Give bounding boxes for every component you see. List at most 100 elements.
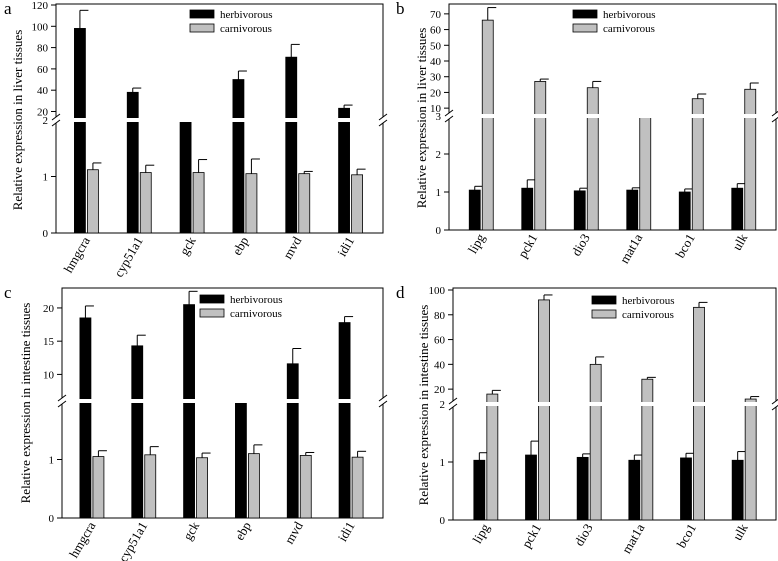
bar-carnivorous-mat1a: [641, 378, 654, 521]
x-category-label: mat1a: [616, 231, 645, 266]
axis-break-gap: [450, 114, 775, 118]
axis-break-cover-right: [770, 401, 778, 407]
legend-label-carnivorous: carnivorous: [622, 309, 674, 321]
axis-break-cover-right: [377, 117, 389, 123]
axis-break-mark: [771, 398, 778, 405]
axis-break-mark: [378, 394, 388, 402]
y-tick-label: 1: [440, 457, 446, 469]
legend-swatch-herbivorous: [591, 295, 617, 305]
bar-carnivorous-pck1: [534, 81, 547, 231]
bar-carnivorous-ebp: [248, 453, 260, 519]
x-category-label: mvd: [280, 234, 305, 262]
axis-break-mark: [57, 400, 67, 408]
bar-herbivorous-mvd: [285, 56, 298, 234]
legend-swatch-herbivorous: [189, 9, 215, 19]
axis-break-mark: [51, 113, 61, 121]
axis-break-mark: [378, 113, 388, 121]
x-category-label: dio3: [571, 521, 596, 549]
axis-break-mark: [444, 115, 454, 123]
bar-carnivorous-bco1: [691, 98, 704, 231]
bar-carnivorous-hmgcra: [87, 169, 99, 234]
y-tick-label: 80: [434, 310, 446, 322]
x-category-label: idi1: [335, 519, 358, 544]
x-category-label: hmgcra: [61, 234, 94, 275]
axis-break-mark: [444, 109, 454, 117]
bar-carnivorous-hmgcra: [92, 456, 105, 519]
axis-break-mark: [448, 397, 458, 405]
bar-herbivorous-ebp: [232, 79, 245, 234]
bar-herbivorous-ulk: [731, 459, 744, 521]
x-category-label: cyp51a1: [111, 234, 146, 280]
bar-herbivorous-gck: [183, 304, 195, 519]
x-category-label: ulk: [729, 521, 751, 543]
bar-carnivorous-mvd: [299, 455, 312, 519]
axis-break-mark: [771, 116, 778, 123]
bar-carnivorous-cyp51a1: [144, 454, 157, 519]
axis-break-cover-left: [447, 401, 459, 407]
x-category-label: ulk: [729, 231, 751, 253]
axis-break-mark: [448, 403, 458, 411]
x-category-label: ebp: [232, 519, 254, 543]
axis-break-cover-left: [56, 398, 68, 404]
x-category-label: gck: [176, 234, 199, 258]
y-axis-label: Relative expression in intestine tissues: [416, 305, 431, 506]
y-tick-label: 40: [37, 85, 49, 97]
y-tick-label: 0: [440, 515, 446, 527]
y-tick-label: 2: [440, 399, 446, 411]
bar-carnivorous-cyp51a1: [139, 172, 152, 234]
axis-break-mark: [771, 404, 778, 411]
bar-carnivorous-dio3: [589, 363, 602, 521]
axis-break-gap: [454, 402, 775, 406]
bar-herbivorous-bco1: [678, 191, 691, 231]
bar-herbivorous-ulk: [731, 187, 744, 231]
bar-herbivorous-hmgcra: [79, 317, 92, 519]
bar-carnivorous-gck: [196, 457, 208, 519]
bar-herbivorous-pck1: [525, 454, 537, 521]
panel-c: c Relative expression in intestine tissue…: [4, 283, 389, 561]
axis-break-mark: [378, 119, 388, 127]
x-category-label: lipg: [469, 521, 492, 546]
axis-break-cover-right: [377, 398, 389, 404]
y-tick-label: 1: [436, 187, 442, 199]
bar-carnivorous-ulk: [744, 398, 757, 521]
x-category-label: pck1: [515, 231, 541, 260]
bar-carnivorous-idi1: [351, 456, 364, 519]
panel-label: c: [4, 283, 12, 302]
y-tick-label: 15: [43, 336, 55, 348]
bar-herbivorous-lipg: [468, 189, 481, 231]
y-tick-label: 50: [430, 40, 442, 52]
bar-herbivorous-gck: [179, 119, 192, 234]
bar-carnivorous-idi1: [351, 174, 363, 234]
panel-b: b Relative expression in liver tissues 0 1 2…: [396, 0, 778, 266]
x-category-label: gck: [180, 519, 203, 543]
bar-herbivorous-ebp: [235, 400, 247, 519]
x-category-label: ebp: [229, 234, 251, 258]
legend-label-herbivorous: herbivorous: [622, 295, 675, 307]
y-tick-label: 3: [436, 111, 442, 123]
x-category-label: mat1a: [619, 521, 648, 556]
axis-break-gap: [57, 118, 382, 122]
legend-label-carnivorous: carnivorous: [603, 23, 655, 35]
bar-carnivorous-mat1a: [639, 115, 652, 231]
y-tick-label: 40: [430, 56, 442, 68]
axis-break-cover-left: [50, 117, 62, 123]
y-tick-label: 20: [434, 384, 446, 396]
legend-label-herbivorous: herbivorous: [603, 9, 656, 21]
y-axis-label: Relative expression in liver tissues: [414, 28, 429, 209]
axis-break-cover-left: [443, 113, 455, 119]
legend-label-herbivorous: herbivorous: [230, 294, 283, 306]
bar-carnivorous-gck: [192, 172, 205, 234]
legend-swatch-herbivorous: [199, 294, 225, 304]
y-axis-label: Relative expression in intestine tissues: [18, 303, 33, 504]
bar-carnivorous-ulk: [744, 88, 757, 231]
bar-herbivorous-dio3: [576, 456, 589, 521]
legend-swatch-carnivorous: [591, 309, 617, 319]
x-category-label: idi1: [334, 234, 357, 259]
x-category-label: dio3: [568, 231, 593, 259]
bar-carnivorous-pck1: [538, 299, 550, 521]
legend-swatch-carnivorous: [189, 23, 215, 33]
y-tick-label: 120: [32, 0, 49, 12]
y-tick-label: 1: [43, 172, 49, 184]
x-category-label: lipg: [465, 231, 488, 256]
